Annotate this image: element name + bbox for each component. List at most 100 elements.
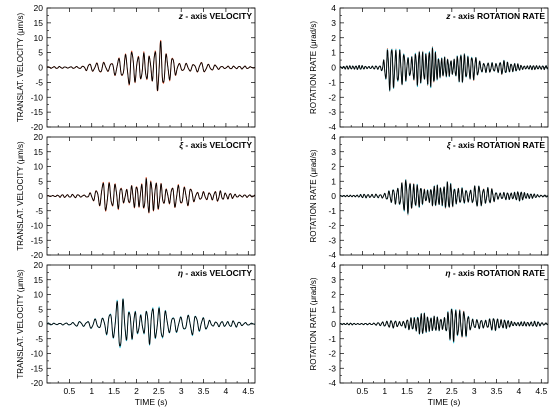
series-trace-3 — [340, 180, 548, 214]
y-tick-label: -2 — [328, 349, 336, 359]
x-tick-label: 0.5 — [63, 386, 75, 396]
y-tick-label: 4 — [331, 3, 336, 13]
panel-title: z - axis VELOCITY — [178, 11, 253, 21]
traces — [340, 46, 548, 92]
y-tick-label: -3 — [328, 107, 336, 117]
y-tick-label: 1 — [331, 304, 336, 314]
y-tick-label: 3 — [331, 147, 336, 157]
x-tick-label: 0.5 — [356, 386, 368, 396]
series-trace-3 — [340, 308, 548, 342]
series-trace-3 — [340, 47, 548, 91]
y-tick-label: 1 — [331, 48, 336, 58]
y-tick-label: 5 — [38, 48, 43, 58]
x-tick-label: 2 — [427, 386, 432, 396]
panel-title-symbol: ξ — [179, 140, 184, 150]
x-tick-label: 4.5 — [535, 386, 547, 396]
panel-title-text: - axis VELOCITY — [183, 11, 252, 21]
series-trace-2 — [47, 40, 255, 92]
y-tick-label: 0 — [38, 319, 43, 329]
y-tick-label: 0 — [38, 63, 43, 73]
series-trace-2 — [340, 308, 548, 344]
panel-title-text: - axis ROTATION RATE — [451, 268, 546, 278]
series-trace-2 — [47, 178, 255, 213]
y-tick-label: 2 — [331, 290, 336, 300]
x-tick-label: 3 — [472, 386, 477, 396]
y-tick-label: 20 — [34, 3, 44, 13]
traces — [47, 39, 255, 92]
panel-title: z - axis ROTATION RATE — [445, 11, 545, 21]
x-tick-label: 2.5 — [446, 386, 458, 396]
y-tick-label: 5 — [38, 176, 43, 186]
panel-title-text: - axis ROTATION RATE — [451, 140, 546, 150]
panel-title-symbol: z — [178, 11, 184, 21]
y-tick-label: -15 — [31, 107, 44, 117]
y-tick-label: 5 — [38, 304, 43, 314]
x-tick-label: 4.5 — [242, 386, 254, 396]
series-trace-2 — [47, 298, 255, 347]
panel-title: η - axis ROTATION RATE — [445, 268, 545, 278]
traces — [47, 176, 255, 214]
y-tick-label: 3 — [331, 275, 336, 285]
y-tick-label: -20 — [31, 378, 44, 388]
y-tick-label: 15 — [34, 275, 44, 285]
y-axis-label: ROTATION RATE (μrad/s) — [309, 149, 318, 242]
y-tick-label: -1 — [328, 334, 336, 344]
y-tick-label: 0 — [331, 319, 336, 329]
y-tick-label: 10 — [34, 290, 44, 300]
panel-title-symbol: z — [445, 11, 451, 21]
x-tick-label: 3.5 — [491, 386, 503, 396]
panel-title-text: - axis ROTATION RATE — [451, 11, 546, 21]
y-tick-label: -2 — [328, 92, 336, 102]
y-tick-label: -5 — [35, 77, 43, 87]
traces — [340, 308, 548, 344]
y-tick-label: 10 — [34, 33, 44, 43]
x-tick-label: 3.5 — [198, 386, 210, 396]
panel-2: -4 -3 -2 -1 0 1 2 3 4 ROTATION RATE (μrad/s) z - a… — [309, 3, 549, 132]
y-tick-label: 10 — [34, 162, 44, 172]
panel-3: -20 -15 -10 -5 0 5 10 15 20 TRANSLAT. VELOCITY (μ… — [16, 132, 256, 260]
y-axis-label: TRANSLAT. VELOCITY (μm/s) — [16, 269, 25, 379]
panel-title-text: - axis VELOCITY — [183, 268, 252, 278]
y-tick-label: 3 — [331, 18, 336, 28]
y-tick-label: -20 — [31, 250, 44, 260]
y-tick-label: -4 — [328, 250, 336, 260]
y-tick-label: 0 — [331, 63, 336, 73]
x-tick-label: 3 — [179, 386, 184, 396]
x-tick-label: 2 — [134, 386, 139, 396]
y-tick-label: 20 — [34, 260, 44, 270]
y-tick-label: -4 — [328, 122, 336, 132]
y-axis-label: TRANSLAT. VELOCITY (μm/s) — [16, 141, 25, 251]
x-tick-label: 4 — [517, 386, 522, 396]
y-tick-label: 2 — [331, 33, 336, 43]
panel-title-text: - axis VELOCITY — [183, 140, 252, 150]
y-axis-label: TRANSLAT. VELOCITY (μm/s) — [16, 13, 25, 123]
y-tick-label: -20 — [31, 122, 44, 132]
x-axis-label: TIME (s) — [135, 397, 168, 407]
x-axis-label: TIME (s) — [428, 397, 461, 407]
x-tick-label: 1 — [89, 386, 94, 396]
y-tick-label: -10 — [31, 349, 44, 359]
y-tick-label: -5 — [35, 334, 43, 344]
panel-title: η - axis VELOCITY — [178, 268, 252, 278]
y-tick-label: 4 — [331, 132, 336, 142]
panel-4: -4 -3 -2 -1 0 1 2 3 4 ROTATION RATE (μrad/s) ξ - a… — [309, 132, 549, 260]
y-tick-label: -3 — [328, 363, 336, 373]
y-tick-label: -3 — [328, 235, 336, 245]
y-axis-label: ROTATION RATE (μrad/s) — [309, 277, 318, 370]
y-axis-label: ROTATION RATE (μrad/s) — [309, 21, 318, 114]
panel-title: ξ - axis VELOCITY — [179, 140, 252, 150]
traces — [47, 298, 255, 349]
y-tick-label: -15 — [31, 235, 44, 245]
y-tick-label: 4 — [331, 260, 336, 270]
panel-title-symbol: η — [445, 268, 450, 278]
y-tick-label: -4 — [328, 378, 336, 388]
x-tick-label: 1 — [382, 386, 387, 396]
panel-6: -4 -3 -2 -1 0 1 2 3 4 0.5 1 1.5 2 2.5 3 3.5 4 4.5 TIME (s)… — [309, 260, 549, 407]
x-tick-label: 4 — [224, 386, 229, 396]
y-tick-label: -5 — [35, 206, 43, 216]
y-tick-label: -10 — [31, 92, 44, 102]
y-tick-label: 15 — [34, 147, 44, 157]
y-tick-label: 15 — [34, 18, 44, 28]
